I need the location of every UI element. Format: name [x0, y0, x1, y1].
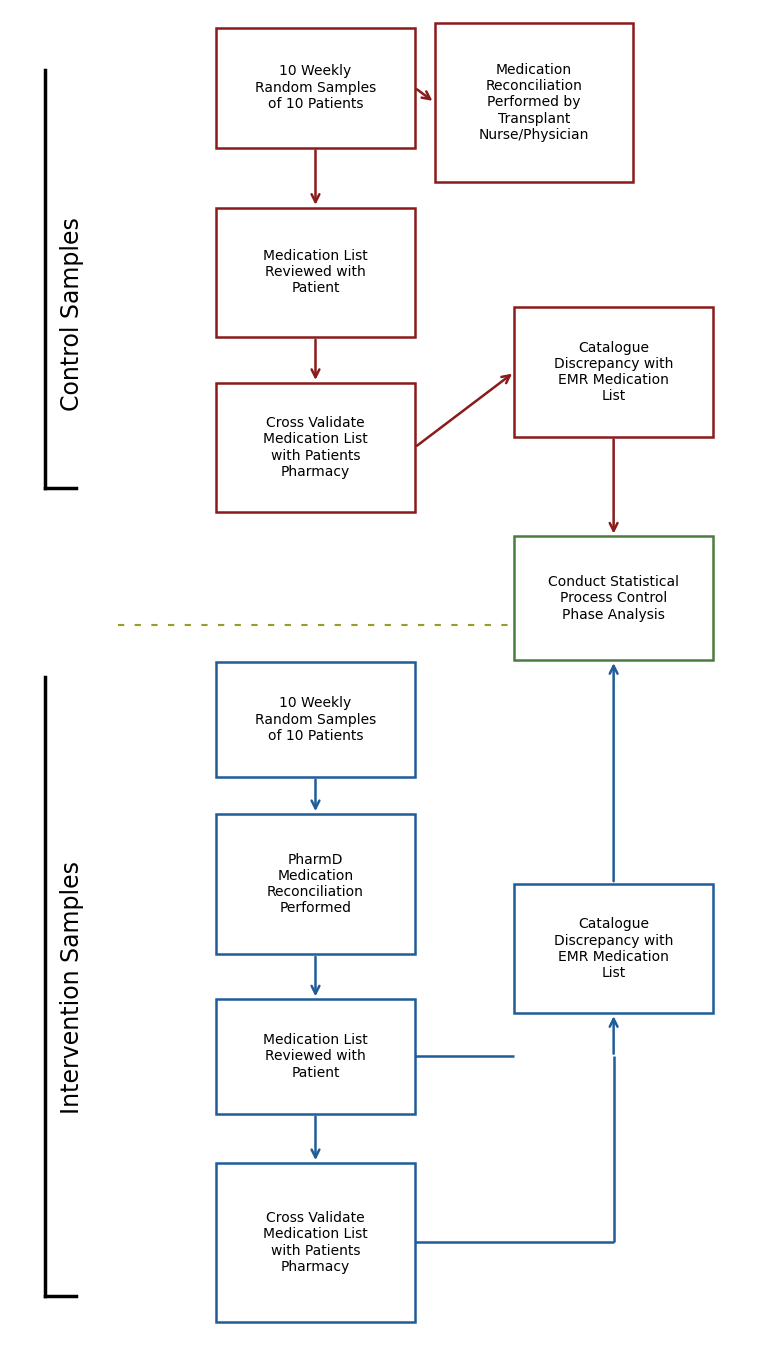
Text: Medication List
Reviewed with
Patient: Medication List Reviewed with Patient: [263, 249, 368, 295]
FancyBboxPatch shape: [216, 27, 415, 147]
FancyBboxPatch shape: [514, 536, 713, 660]
FancyBboxPatch shape: [216, 1164, 415, 1322]
FancyBboxPatch shape: [216, 815, 415, 954]
Text: Intervention Samples: Intervention Samples: [59, 862, 83, 1115]
FancyBboxPatch shape: [514, 884, 713, 1013]
Text: Conduct Statistical
Process Control
Phase Analysis: Conduct Statistical Process Control Phas…: [548, 575, 679, 621]
Text: Catalogue
Discrepancy with
EMR Medication
List: Catalogue Discrepancy with EMR Medicatio…: [554, 341, 673, 403]
FancyBboxPatch shape: [216, 383, 415, 513]
FancyBboxPatch shape: [514, 307, 713, 437]
Text: Control Samples: Control Samples: [59, 216, 83, 411]
Text: Cross Validate
Medication List
with Patients
Pharmacy: Cross Validate Medication List with Pati…: [263, 1211, 368, 1273]
Text: Cross Validate
Medication List
with Patients
Pharmacy: Cross Validate Medication List with Pati…: [263, 417, 368, 479]
Text: Medication List
Reviewed with
Patient: Medication List Reviewed with Patient: [263, 1034, 368, 1080]
FancyBboxPatch shape: [435, 23, 633, 183]
Text: PharmD
Medication
Reconciliation
Performed: PharmD Medication Reconciliation Perform…: [267, 852, 364, 916]
Text: Medication
Reconciliation
Performed by
Transplant
Nurse/Physician: Medication Reconciliation Performed by T…: [479, 64, 589, 142]
FancyBboxPatch shape: [216, 207, 415, 337]
FancyBboxPatch shape: [216, 1000, 415, 1114]
Text: 10 Weekly
Random Samples
of 10 Patients: 10 Weekly Random Samples of 10 Patients: [255, 65, 376, 111]
Text: Catalogue
Discrepancy with
EMR Medication
List: Catalogue Discrepancy with EMR Medicatio…: [554, 917, 673, 980]
Text: 10 Weekly
Random Samples
of 10 Patients: 10 Weekly Random Samples of 10 Patients: [255, 697, 376, 743]
FancyBboxPatch shape: [216, 663, 415, 777]
